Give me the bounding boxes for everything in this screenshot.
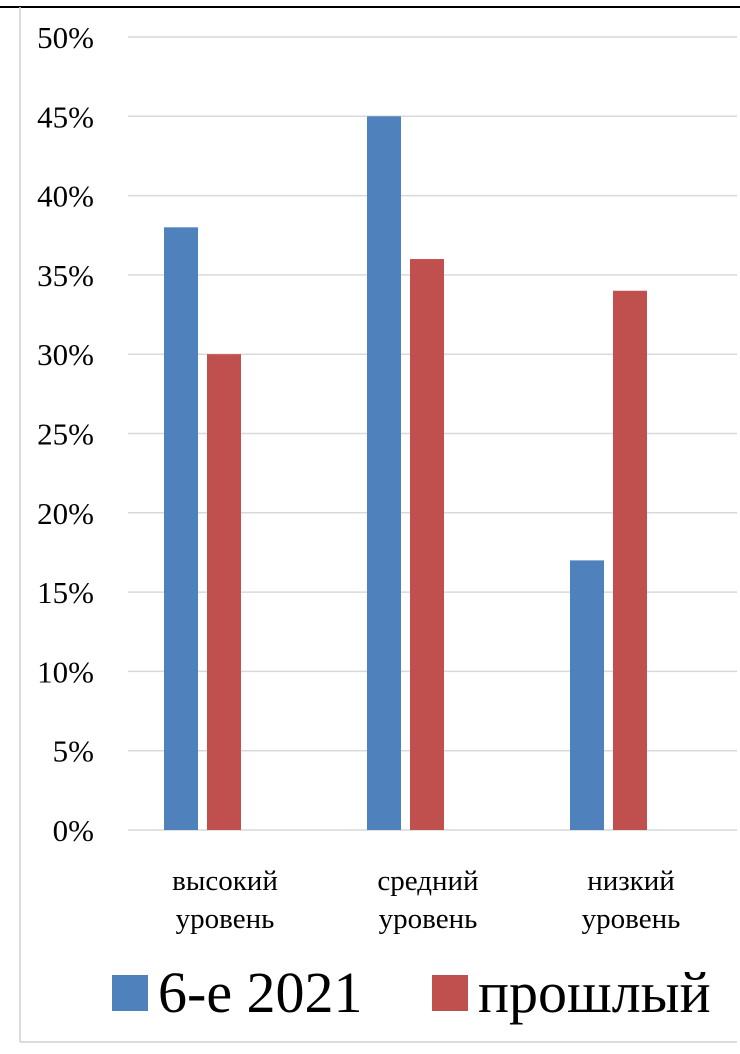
legend-swatch — [432, 975, 468, 1011]
bars — [164, 116, 647, 830]
bar-series-2 — [207, 354, 241, 830]
y-tick-label: 0% — [53, 813, 94, 848]
y-tick-label: 15% — [37, 575, 94, 610]
x-tick-label: низкий уровень — [582, 865, 681, 935]
bar-series-2 — [613, 291, 647, 830]
y-tick-label: 45% — [37, 99, 94, 134]
legend-swatch — [112, 975, 148, 1011]
y-axis-ticks: 0% 5% 10% 15% 20% 25% 30% 35% 40% 45% 50% — [37, 20, 94, 848]
legend-label: 6-е 2021 — [158, 960, 363, 1025]
bar-series-1 — [367, 116, 401, 830]
x-axis-ticks: высокий уровень средний уровень низкий уровен… — [172, 865, 680, 935]
y-tick-label: 20% — [37, 496, 94, 531]
x-tick-label: средний уровень — [377, 865, 478, 935]
y-tick-label: 50% — [37, 20, 94, 55]
bar-series-1 — [164, 227, 198, 830]
bar-series-1 — [570, 560, 604, 830]
y-tick-label: 25% — [37, 417, 94, 452]
bar-series-2 — [410, 259, 444, 830]
x-tick-label: высокий уровень — [172, 865, 278, 935]
y-tick-label: 10% — [37, 654, 94, 689]
legend-label: прошлый — [478, 960, 711, 1025]
y-tick-label: 40% — [37, 179, 94, 214]
y-tick-label: 5% — [53, 734, 94, 769]
y-tick-label: 35% — [37, 258, 94, 293]
y-tick-label: 30% — [37, 337, 94, 372]
legend: 6-е 2021 прошлый — [112, 960, 711, 1025]
